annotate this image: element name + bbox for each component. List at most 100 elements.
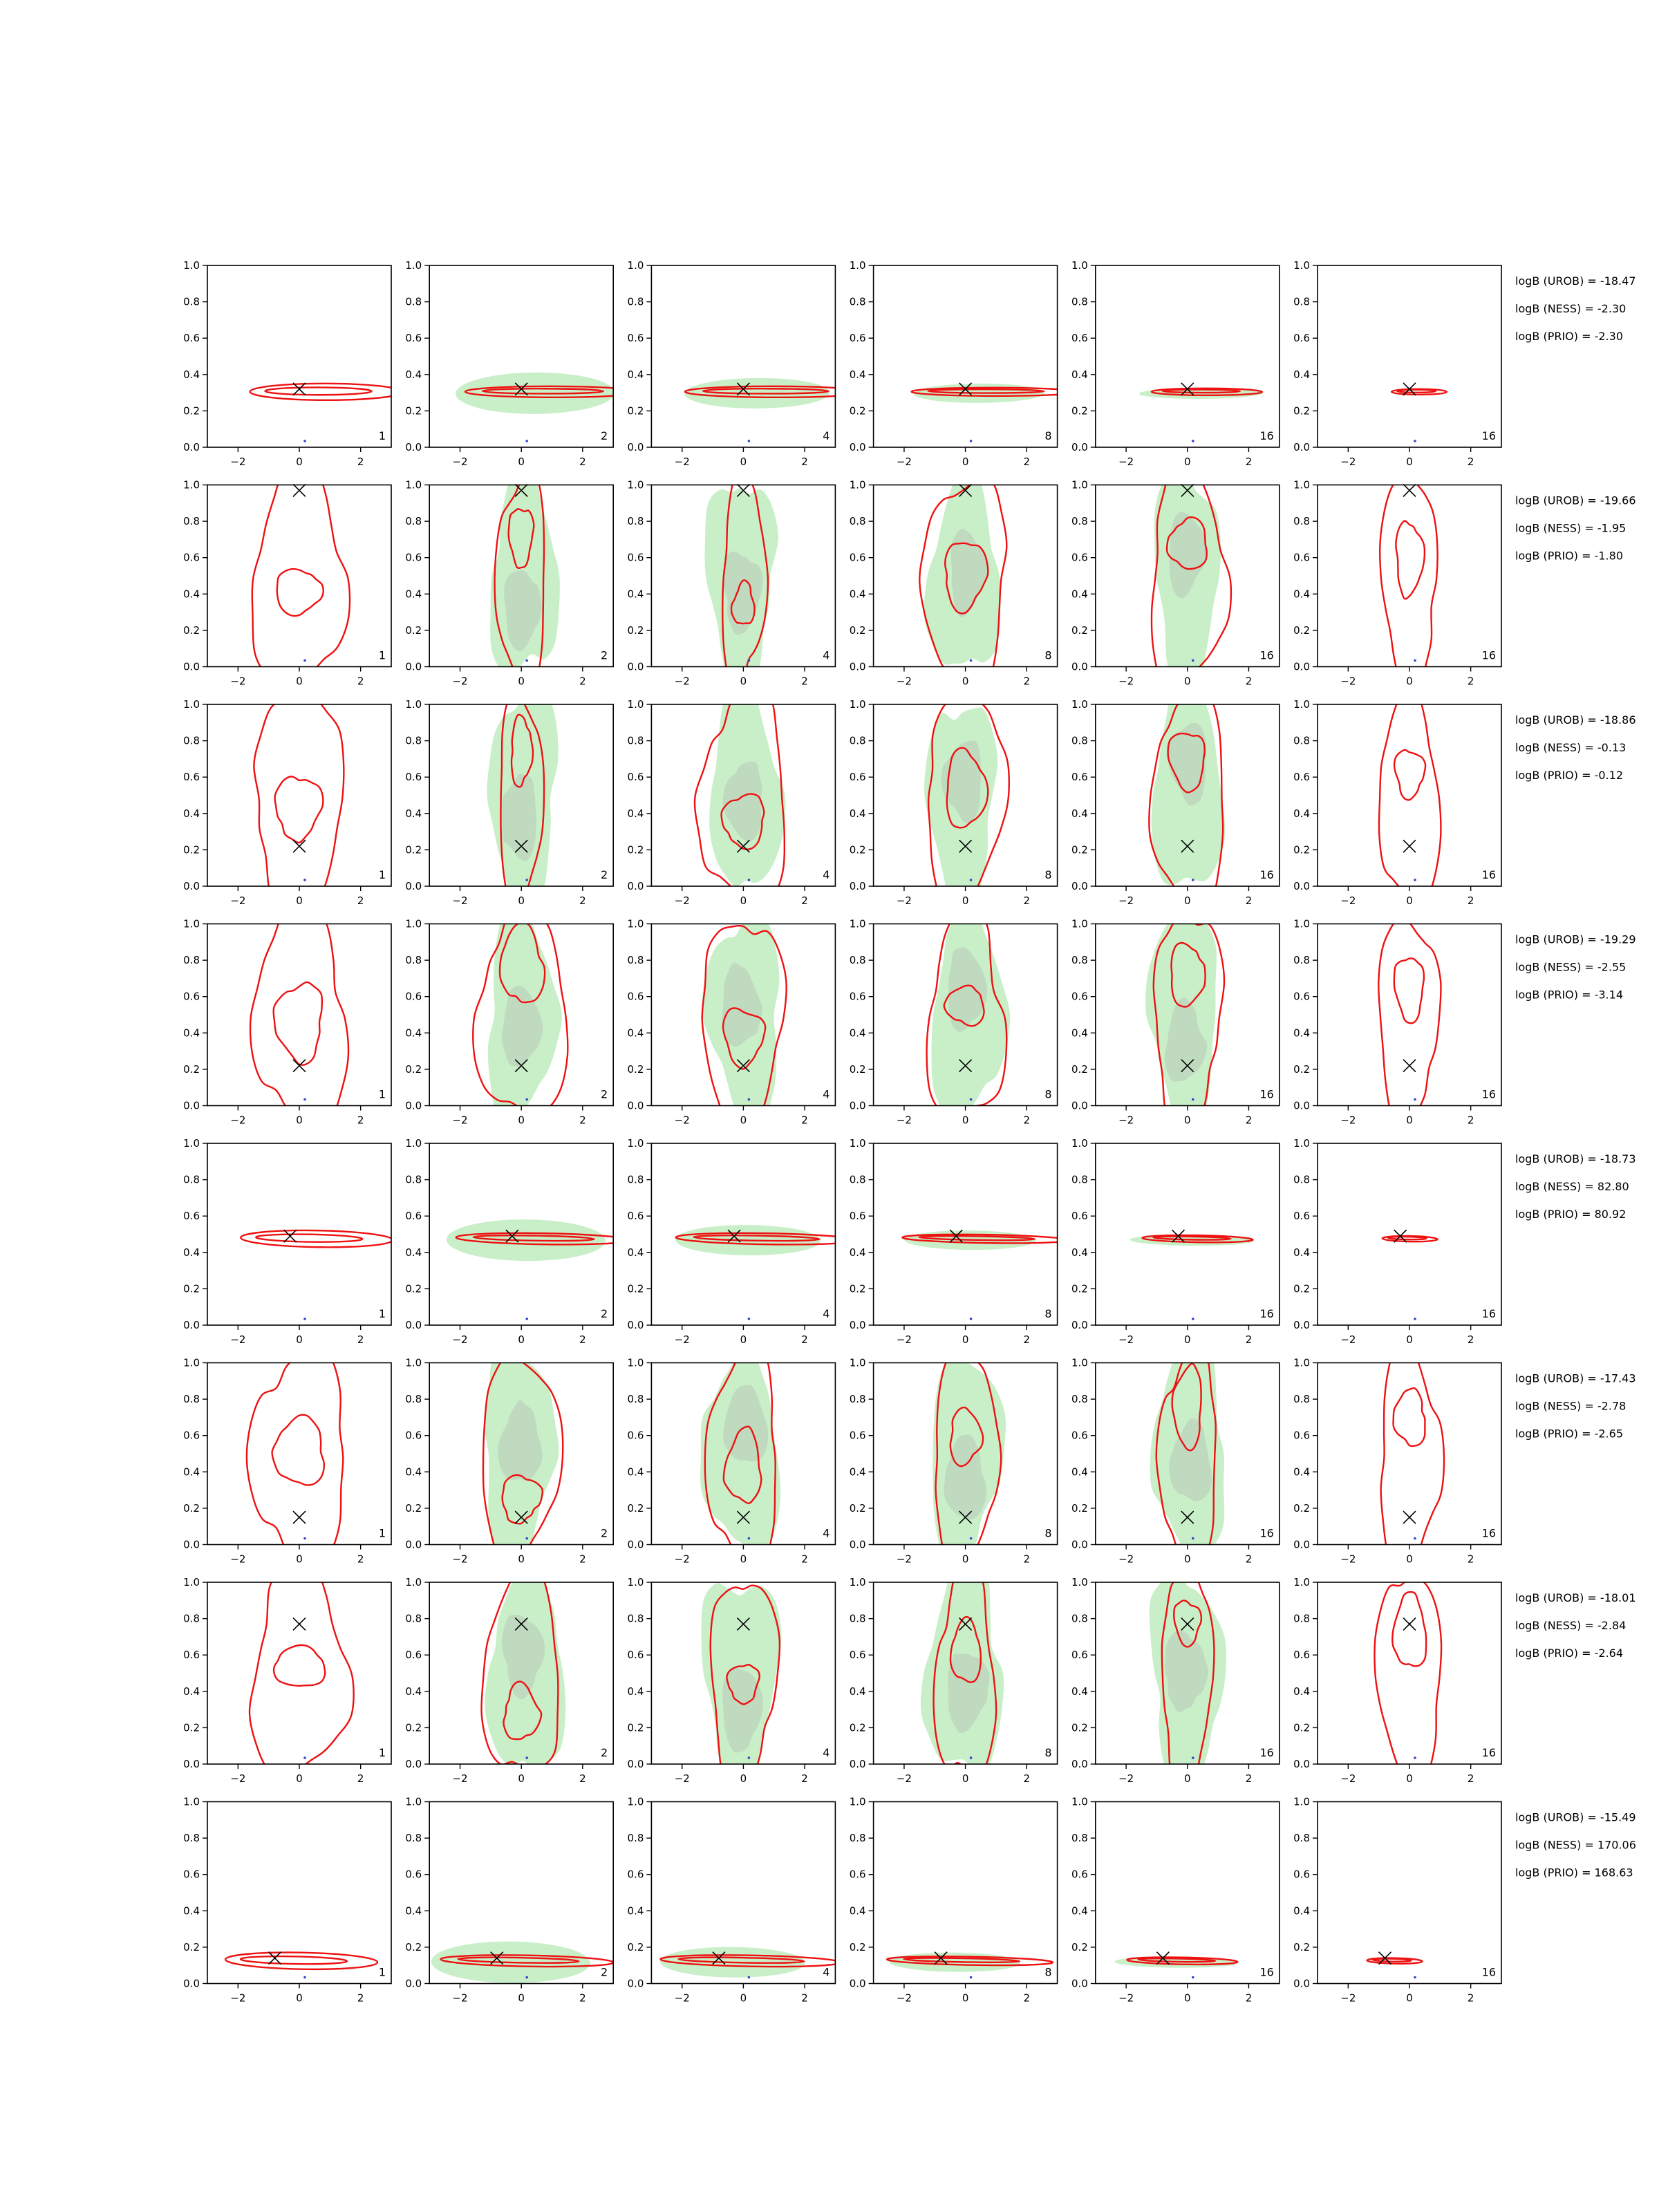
x-tick-label: 2	[801, 1992, 808, 2005]
y-tick-label: 0.0	[1293, 661, 1310, 673]
y-tick-label: 0.6	[405, 1649, 422, 1661]
y-tick-label: 0.2	[850, 1941, 866, 1953]
y-tick-label: 1.0	[628, 1796, 644, 1808]
panel-label: 2	[601, 1746, 608, 1759]
x-marker	[292, 1510, 306, 1524]
panel-r8-c3: −2 0 2 0.0 0.2 0.4 0.6 0.8 1.0 4	[628, 1796, 836, 2005]
panel-r4-c5: −2 0 2 0.0 0.2 0.4 0.6 0.8 1.0 16	[1071, 918, 1280, 1127]
panel-r6-c3: −2 0 2 0.0 0.2 0.4 0.6 0.8 1.0 4	[628, 1357, 836, 1566]
x-marker	[1394, 1229, 1407, 1243]
y-tick-label: 0.8	[628, 1174, 644, 1186]
panel-r3-c3: −2 0 2 0.0 0.2 0.4 0.6 0.8 1.0 4	[628, 698, 836, 907]
x-tick-label: 0	[1184, 1553, 1191, 1566]
panel-plot-area	[482, 1362, 564, 1545]
contour-outer	[675, 1232, 836, 1246]
y-tick-label: 0.6	[850, 332, 866, 344]
y-tick-label: 0.6	[850, 1649, 866, 1661]
panel-r7-c4: −2 0 2 0.0 0.2 0.4 0.6 0.8 1.0 8	[850, 1576, 1058, 1785]
x-tick-label: 0	[1406, 894, 1413, 907]
x-marker	[283, 1229, 297, 1243]
x-marker	[727, 1229, 741, 1243]
contour-outer	[709, 1584, 781, 1764]
y-tick-label: 0.4	[1293, 1246, 1310, 1259]
x-tick-label: −2	[1118, 1114, 1134, 1127]
x-tick-label: −2	[230, 1992, 245, 2005]
panel-r1-c2: −2 0 2 0.0 0.2 0.4 0.6 0.8 1.0 2	[405, 259, 615, 468]
y-tick-label: 1.0	[628, 1357, 644, 1369]
y-tick-label: 0.0	[628, 1100, 644, 1112]
x-tick-label: −2	[897, 675, 912, 688]
truth-dot	[969, 879, 973, 881]
y-tick-label: 0.0	[850, 1978, 866, 1990]
contour-outer	[249, 382, 391, 402]
y-tick-label: 1.0	[405, 479, 422, 491]
panel-plot-area	[1374, 1582, 1443, 1764]
x-marker	[292, 483, 306, 497]
y-tick-label: 1.0	[850, 1576, 866, 1588]
y-tick-label: 0.8	[405, 954, 422, 966]
contour-inner	[1396, 388, 1437, 394]
panel-plot-area	[249, 924, 350, 1106]
panel-label: 16	[1482, 429, 1496, 442]
contour-inner	[1393, 749, 1427, 801]
panel-r7-c2: −2 0 2 0.0 0.2 0.4 0.6 0.8 1.0 2	[405, 1576, 615, 1785]
x-tick-label: −2	[1118, 1333, 1134, 1346]
panel-plot-area	[675, 1225, 836, 1320]
truth-dot	[969, 1098, 973, 1101]
x-tick-label: 2	[579, 1772, 586, 1785]
y-tick-label: 0.6	[1293, 1210, 1310, 1222]
x-marker	[1181, 839, 1194, 853]
panel-plot-area	[240, 1229, 391, 1320]
contour-inner	[503, 1680, 543, 1741]
contour-inner	[1165, 516, 1208, 570]
y-tick-label: 0.8	[1293, 1832, 1310, 1844]
y-tick-label: 1.0	[1293, 1137, 1310, 1150]
y-tick-label: 0.4	[1071, 1027, 1088, 1039]
shade-core	[1168, 722, 1207, 806]
contour-outer	[885, 1956, 1054, 1967]
y-tick-label: 0.4	[850, 1027, 866, 1039]
x-marker	[934, 1951, 948, 1965]
contour-inner	[677, 1956, 805, 1964]
y-tick-label: 0.4	[1293, 588, 1310, 600]
y-tick-label: 0.0	[1293, 880, 1310, 892]
panel-label: 1	[379, 1088, 386, 1101]
panel-label: 1	[379, 1966, 386, 1979]
panel-label: 16	[1482, 1966, 1496, 1979]
x-tick-label: 0	[296, 1333, 303, 1346]
panel-label: 1	[379, 649, 386, 662]
y-tick-label: 0.0	[183, 1539, 200, 1551]
truth-dot	[525, 1537, 528, 1540]
y-tick-label: 0.8	[1293, 1393, 1310, 1405]
panel-plot-area	[926, 924, 1011, 1106]
y-tick-label: 0.4	[183, 1685, 200, 1698]
y-tick-label: 0.2	[1071, 404, 1088, 417]
contour-inner	[722, 1425, 762, 1504]
x-marker	[1403, 382, 1416, 396]
panel-r4-c2: −2 0 2 0.0 0.2 0.4 0.6 0.8 1.0 2	[405, 918, 615, 1127]
y-tick-label: 0.0	[183, 1100, 200, 1112]
panel-label: 16	[1259, 1307, 1273, 1320]
panel-label: 8	[1044, 1527, 1051, 1540]
x-tick-label: −2	[1118, 894, 1134, 907]
contour-outer	[701, 924, 787, 1106]
y-tick-label: 1.0	[628, 259, 644, 272]
contour-outer	[935, 1362, 1002, 1545]
panel-r2-c3: −2 0 2 0.0 0.2 0.4 0.6 0.8 1.0 4	[628, 479, 836, 688]
truth-dot	[969, 440, 973, 442]
logb-annotation: logB (NESS) = 170.06	[1515, 1839, 1636, 1852]
contour-inner	[272, 981, 324, 1066]
x-tick-label: 0	[740, 1333, 747, 1346]
logb-annotation: logB (NESS) = 82.80	[1515, 1180, 1629, 1193]
contour-inner	[501, 1474, 544, 1525]
x-tick-label: −2	[230, 1114, 245, 1127]
contour-outer	[932, 1582, 997, 1764]
panel-plot-area	[480, 1582, 566, 1764]
y-tick-label: 0.2	[1293, 1502, 1310, 1515]
y-tick-label: 0.8	[850, 296, 866, 308]
x-tick-label: −2	[897, 1114, 912, 1127]
logb-annotation: logB (UROB) = -17.43	[1515, 1372, 1636, 1385]
y-tick-label: 0.8	[1293, 515, 1310, 527]
panel-plot-area	[472, 924, 569, 1106]
y-tick-label: 0.6	[183, 1868, 200, 1881]
